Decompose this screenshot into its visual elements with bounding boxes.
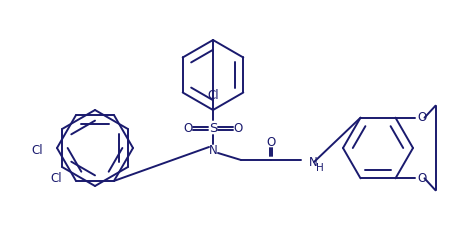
Text: Cl: Cl	[50, 172, 62, 185]
Text: O: O	[184, 122, 192, 135]
Text: S: S	[209, 122, 217, 135]
Text: Cl: Cl	[207, 89, 219, 102]
Text: H: H	[316, 163, 324, 173]
Text: N: N	[209, 144, 217, 157]
Text: O: O	[417, 172, 426, 185]
Text: O: O	[417, 111, 426, 124]
Text: Cl: Cl	[31, 144, 43, 157]
Text: N: N	[309, 156, 318, 168]
Text: O: O	[233, 122, 243, 135]
Text: O: O	[267, 136, 275, 148]
